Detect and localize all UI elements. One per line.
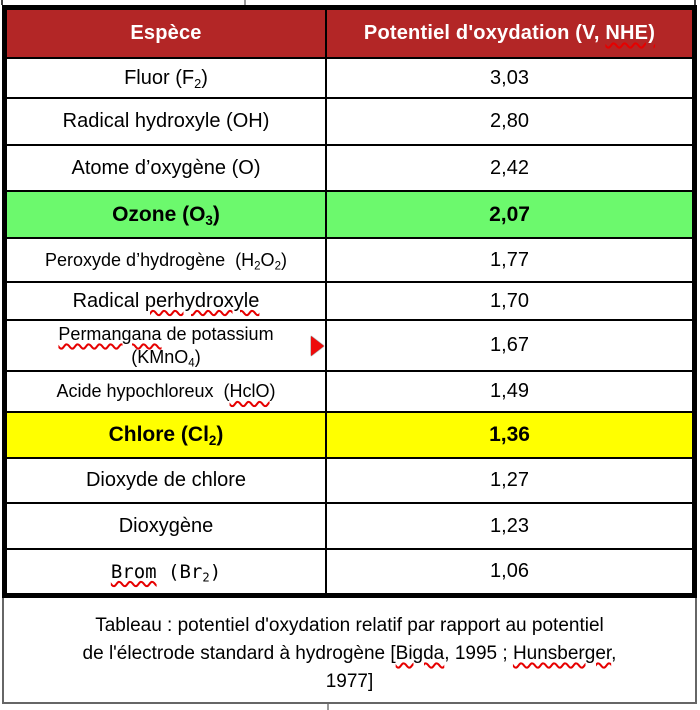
potential-cell[interactable]: 1,77 [325,237,694,283]
species-cell[interactable]: Brom (Br2) [5,548,327,595]
crop-artifact-line [327,704,329,710]
potential-cell[interactable]: 2,42 [325,144,694,192]
potential-cell[interactable]: 2,07 [325,190,694,239]
table-and-caption: Espèce Potentiel d'oxydation (V, NHE) Fl… [2,5,697,704]
species-cell[interactable]: Dioxyde de chlore [5,457,327,504]
table-row: Radical hydroxyle (OH) 2,80 [5,97,694,146]
table-row: Atome d’oxygène (O) 2,42 [5,144,694,192]
table-row: Peroxyde d’hydrogène (H2O2) 1,77 [5,237,694,283]
header-potentiel[interactable]: Potentiel d'oxydation (V, NHE) [325,8,694,59]
table-row: Acide hypochloreux (HclO) 1,49 [5,370,694,413]
table-row: Permangana de potassium (KMnO4) 1,67 [5,319,694,372]
species-cell[interactable]: Radical hydroxyle (OH) [5,97,327,146]
species-cell[interactable]: Peroxyde d’hydrogène (H2O2) [5,237,327,283]
caption-text: Tableau : potentiel d'oxydation relatif … [82,615,617,692]
oxidation-potential-table: Espèce Potentiel d'oxydation (V, NHE) Fl… [2,5,697,598]
table-row: Dioxyde de chlore 1,27 [5,457,694,504]
potential-cell[interactable]: 1,06 [325,548,694,595]
potential-cell[interactable]: 1,27 [325,457,694,504]
potential-cell[interactable]: 1,23 [325,502,694,550]
crop-artifact-line [1,0,3,5]
potential-cell[interactable]: 1,36 [325,411,694,459]
table-row: Dioxygène 1,23 [5,502,694,550]
table-row: Fluor (F2) 3,03 [5,57,694,99]
potential-cell[interactable]: 1,67 [325,319,694,372]
header-potentiel-label: Potentiel d'oxydation (V, NHE) [363,22,656,44]
species-cell[interactable]: Radical perhydroxyle [5,281,327,321]
table-body: Fluor (F2) 3,03 Radical hydroxyle (OH) 2,80… [5,57,694,595]
potential-cell[interactable]: 2,80 [325,97,694,146]
table-row: Ozone (O3) 2,07 [5,190,694,239]
species-cell[interactable]: Chlore (Cl2) [5,411,327,459]
species-cell[interactable]: Fluor (F2) [5,57,327,99]
table-row: Brom (Br2) 1,06 [5,548,694,595]
species-cell[interactable]: Acide hypochloreux (HclO) [5,370,327,413]
species-cell[interactable]: Permangana de potassium (KMnO4) [5,319,327,372]
potential-cell[interactable]: 1,49 [325,370,694,413]
species-cell[interactable]: Dioxygène [5,502,327,550]
species-cell[interactable]: Atome d’oxygène (O) [5,144,327,192]
crop-artifact-line [244,0,246,5]
table-row: Chlore (Cl2) 1,36 [5,411,694,459]
crop-artifact-line [694,0,696,5]
red-arrow-marker [311,335,324,356]
header-espece[interactable]: Espèce [5,8,327,59]
caption-box[interactable]: Tableau : potentiel d'oxydation relatif … [2,598,697,704]
potential-cell[interactable]: 1,70 [325,281,694,321]
header-row: Espèce Potentiel d'oxydation (V, NHE) [5,8,694,59]
species-cell[interactable]: Ozone (O3) [5,190,327,239]
table-row: Radical perhydroxyle 1,70 [5,281,694,321]
potential-cell[interactable]: 3,03 [325,57,694,99]
